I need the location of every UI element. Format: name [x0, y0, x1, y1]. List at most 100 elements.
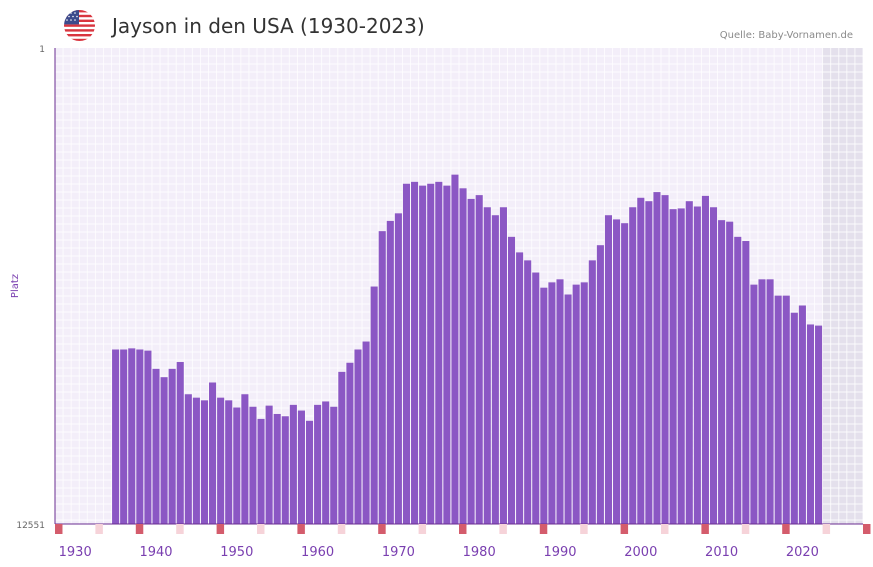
bar-1971	[402, 183, 411, 524]
marker-half-decade	[499, 524, 507, 534]
bar-2006	[685, 201, 693, 524]
bar-1957	[289, 404, 297, 524]
bar-2004	[669, 209, 677, 524]
bar-2012	[734, 236, 742, 524]
x-tick-label: 1940	[139, 545, 172, 560]
bar-1959	[305, 420, 314, 524]
bar-2009	[709, 207, 718, 525]
bar-1987	[532, 272, 540, 524]
bar-1975	[435, 181, 443, 524]
bar-1991	[564, 294, 572, 524]
source-credit: Quelle: Baby-Vornamen.de	[719, 30, 853, 41]
bar-1995	[596, 245, 604, 525]
bar-1954	[265, 405, 273, 524]
bar-1960	[314, 404, 322, 524]
bar-1962	[330, 406, 338, 524]
bar-1970	[394, 213, 402, 524]
bar-1998	[621, 223, 629, 525]
bar-1958	[297, 410, 305, 524]
bar-2011	[726, 221, 734, 524]
bar-1937	[128, 348, 136, 524]
bar-1972	[411, 181, 419, 524]
bar-1977	[451, 174, 459, 524]
bar-1994	[588, 260, 596, 524]
bar-series	[112, 174, 823, 525]
marker-decade	[378, 524, 386, 534]
bar-1956	[281, 416, 289, 524]
bar-1973	[419, 185, 427, 524]
bar-1988	[540, 287, 548, 524]
y-tick-label-bottom: 12551	[16, 521, 45, 531]
bar-1951	[241, 394, 249, 524]
bar-1989	[548, 282, 556, 524]
axis-labels: Platz 1 12551 1930 1940 1950 1960 1970 1980 1990 2…	[10, 45, 819, 560]
bar-1941	[160, 377, 168, 524]
marker-decade	[297, 524, 305, 534]
bar-2021	[806, 324, 815, 524]
bar-1965	[354, 349, 362, 524]
bar-2003	[661, 195, 669, 524]
x-tick-label: 1990	[543, 545, 576, 560]
bar-2022	[815, 325, 823, 524]
bar-1950	[233, 407, 241, 524]
marker-half-decade	[257, 524, 265, 534]
bar-2015	[758, 279, 766, 524]
bar-1990	[556, 279, 564, 524]
bar-1974	[427, 183, 435, 524]
bar-1942	[168, 368, 176, 524]
bar-2017	[774, 295, 782, 524]
bar-1966	[362, 341, 370, 524]
y-axis-label: Platz	[10, 274, 21, 298]
bar-2001	[645, 201, 653, 524]
bar-2007	[693, 206, 701, 524]
marker-decade	[863, 524, 871, 534]
bar-1963	[338, 371, 346, 524]
bar-2019	[790, 312, 798, 524]
y-tick-label-top: 1	[39, 45, 45, 55]
bar-1964	[346, 362, 354, 524]
x-tick-label: 1970	[382, 545, 415, 560]
bar-2000	[637, 197, 645, 524]
bar-1944	[184, 394, 192, 524]
bar-1996	[604, 215, 613, 524]
bar-1955	[273, 413, 281, 524]
bar-1949	[225, 400, 233, 524]
marker-half-decade	[580, 524, 588, 534]
x-tick-label: 1930	[59, 545, 92, 560]
bar-1984	[507, 236, 516, 524]
future-shade	[822, 48, 863, 524]
marker-decade	[620, 524, 629, 534]
marker-decade	[216, 524, 225, 534]
marker-decade	[782, 524, 790, 534]
bar-2002	[653, 192, 661, 524]
bar-1979	[467, 198, 475, 524]
marker-decade	[135, 524, 144, 534]
x-tick-label: 1960	[301, 545, 334, 560]
bar-1980	[475, 195, 483, 524]
marker-half-decade	[95, 524, 103, 534]
bar-2013	[742, 241, 750, 524]
x-tick-label: 1980	[463, 545, 496, 560]
marker-half-decade	[337, 524, 346, 534]
bar-1986	[524, 260, 532, 524]
bar-2018	[782, 295, 790, 524]
bar-1981	[483, 207, 491, 525]
marker-half-decade	[418, 524, 427, 534]
marker-half-decade	[661, 524, 669, 534]
bar-1945	[192, 397, 200, 524]
marker-decade	[701, 524, 709, 534]
bar-1983	[499, 207, 507, 525]
marker-decade	[55, 524, 63, 534]
us-flag-icon	[64, 10, 95, 41]
bar-1946	[200, 400, 209, 524]
bar-1967	[370, 286, 378, 524]
bar-1982	[491, 215, 499, 524]
bar-1993	[580, 282, 588, 524]
marker-half-decade	[741, 524, 750, 534]
x-tick-label: 2010	[705, 545, 738, 560]
bar-2008	[701, 195, 709, 524]
x-tick-label: 1950	[220, 545, 253, 560]
bar-1976	[443, 185, 451, 524]
chart-title: Jayson in den USA (1930-2023)	[112, 14, 425, 38]
x-tick-label: 2000	[624, 545, 657, 560]
